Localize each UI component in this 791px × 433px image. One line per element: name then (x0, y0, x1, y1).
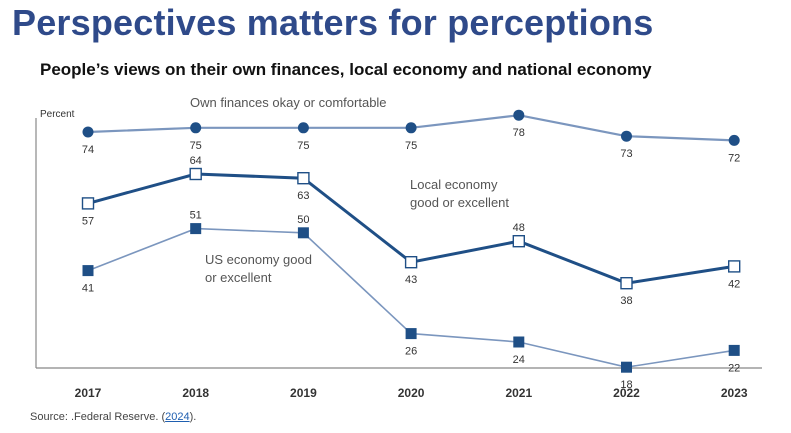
series-label-3: US economy good or excellent (205, 252, 312, 285)
data-label: 64 (190, 155, 202, 167)
data-point (512, 234, 525, 248)
data-point (297, 171, 310, 185)
page-subtitle: People’s views on their own finances, lo… (40, 60, 652, 79)
data-point (513, 336, 525, 348)
data-point (190, 122, 202, 134)
source-prefix: Source: .Federal Reserve. ( (30, 411, 166, 423)
x-tick-label: 2022 (613, 386, 640, 400)
source-link[interactable]: 2024 (165, 411, 190, 423)
series-label-2: Local economy good or excellent (410, 177, 509, 210)
data-point (82, 265, 94, 277)
data-label: 42 (728, 278, 740, 290)
data-label: 18 (620, 379, 632, 391)
data-label: 75 (190, 140, 202, 152)
page-title: Perspectives matters for perceptions (12, 2, 654, 43)
data-label: 48 (513, 222, 525, 234)
data-label: 26 (405, 346, 417, 358)
data-label: 75 (405, 140, 417, 152)
data-point (81, 197, 95, 210)
data-label: 50 (297, 214, 309, 226)
data-label: 72 (728, 152, 740, 164)
data-point (728, 344, 740, 356)
data-label: 22 (728, 362, 740, 374)
data-label: 57 (82, 215, 94, 227)
data-label: 51 (190, 210, 202, 222)
source-suffix: ). (189, 411, 197, 423)
data-label: 74 (82, 144, 94, 156)
x-tick-label: 2023 (721, 386, 748, 400)
x-tick-label: 2021 (505, 386, 532, 400)
data-label: 75 (297, 140, 309, 152)
data-point (404, 256, 418, 269)
data-point (297, 227, 309, 239)
source-note: Source: .Federal Reserve. (2024). (30, 411, 196, 423)
data-label: 43 (405, 274, 417, 286)
data-point (621, 130, 632, 142)
series-1: 74 75 75 75 78 73 72 (82, 109, 740, 164)
x-tick-label: 2020 (398, 386, 425, 400)
series-layer: 74 75 75 75 78 73 72 57 64 63 43 48 38 42 41 51 50 26 24 18… (81, 109, 741, 392)
data-point (728, 134, 740, 146)
x-tick-label: 2018 (182, 386, 209, 400)
data-label: 78 (513, 127, 525, 139)
series-label-line: good or excellent (410, 195, 509, 210)
data-point (513, 109, 525, 121)
data-point (621, 361, 632, 373)
x-tick-labels: 2017 2018 2019 2020 2021 2022 2023 (75, 386, 748, 400)
x-tick-label: 2019 (290, 386, 317, 400)
data-point (189, 167, 202, 181)
data-label: 73 (620, 148, 632, 160)
data-label: 38 (620, 295, 632, 307)
series-2: 57 64 63 43 48 38 42 (81, 155, 741, 307)
data-label: 63 (297, 190, 309, 202)
data-point (728, 260, 741, 273)
data-point (405, 328, 417, 340)
x-tick-label: 2017 (75, 386, 102, 400)
series-label-line: Own finances okay or comfortable (190, 95, 387, 110)
data-point (190, 223, 202, 235)
data-point (82, 126, 94, 138)
y-axis-label: Percent (40, 109, 75, 120)
data-label: 41 (82, 283, 94, 295)
series-label-line: or excellent (205, 270, 272, 285)
series-label-1: Own finances okay or comfortable (190, 95, 387, 110)
data-point (405, 122, 417, 134)
series-3: 41 51 50 26 24 18 22 (82, 210, 740, 392)
series-annotations: Own finances okay or comfortable Local ec… (190, 95, 509, 285)
data-label: 24 (513, 354, 525, 366)
data-point (620, 277, 633, 290)
series-label-line: Local economy (410, 177, 498, 192)
series-label-line: US economy good (205, 252, 312, 267)
data-point (297, 122, 309, 134)
